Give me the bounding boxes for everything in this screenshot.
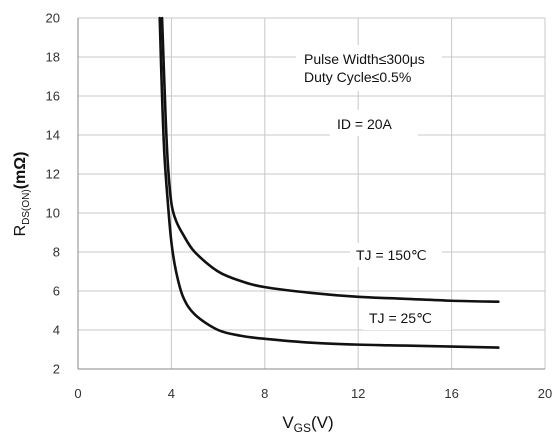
tj25-annotation-bg	[363, 306, 451, 330]
y-tick-labels: 2 4 6 8 10 12 14 16 18 20	[46, 11, 60, 377]
y-tick-label: 16	[46, 89, 60, 104]
tj25-label: TJ = 25℃	[369, 310, 432, 326]
y-tick-label: 12	[46, 167, 60, 182]
id-annotation-bg	[330, 110, 418, 136]
y-tick-label: 18	[46, 50, 60, 65]
x-tick-label: 12	[351, 386, 365, 401]
y-axis-title-sub: DS(ON)	[21, 189, 32, 225]
series-tj150-line	[160, 16, 500, 304]
series-lines	[158, 16, 500, 349]
y-tick-label: 2	[53, 362, 60, 377]
x-axis-title-main: V	[282, 413, 294, 432]
pulse-width-label: Pulse Width≤300μs	[304, 51, 425, 67]
y-tick-label: 6	[53, 284, 60, 299]
x-tick-label: 4	[168, 386, 175, 401]
pulse-annotation-bg	[296, 45, 442, 91]
axes	[77, 18, 545, 370]
x-axis-title: VGS(V)	[282, 413, 333, 435]
y-tick-label: 20	[46, 11, 60, 26]
tj150-label: TJ = 150℃	[356, 247, 427, 263]
x-axis-title-sub: GS	[294, 421, 311, 435]
y-tick-label: 14	[46, 128, 60, 143]
y-tick-label: 10	[46, 206, 60, 221]
y-tick-label: 8	[53, 245, 60, 260]
id-label: ID = 20A	[337, 116, 393, 132]
tj150-annotation-bg	[350, 243, 442, 267]
y-axis-title: RDS(ON)(mΩ)	[12, 152, 32, 237]
y-tick-label: 4	[53, 323, 60, 338]
x-tick-label: 0	[74, 386, 81, 401]
duty-cycle-label: Duty Cycle≤0.5%	[304, 69, 411, 85]
x-tick-labels: 0 4 8 12 16 20	[74, 386, 552, 401]
y-axis-title-unit: (mΩ)	[12, 152, 29, 190]
x-axis-title-unit: (V)	[311, 413, 334, 432]
series-tj25-line	[158, 16, 500, 349]
x-tick-label: 16	[444, 386, 458, 401]
x-tick-label: 20	[538, 386, 552, 401]
y-axis-title-main: R	[12, 225, 29, 237]
x-tick-label: 8	[261, 386, 268, 401]
